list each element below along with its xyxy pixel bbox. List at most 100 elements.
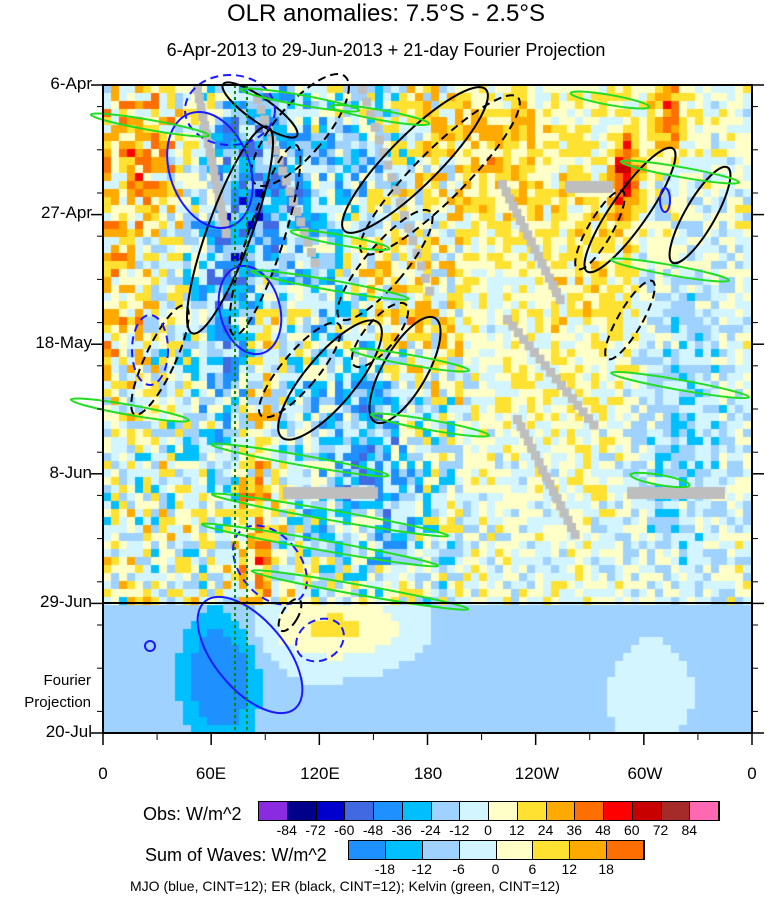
er-contour: [583, 146, 677, 274]
er-contour: [604, 279, 656, 361]
kelvin-contour: [250, 569, 470, 611]
er-contour: [250, 73, 350, 187]
colorbar-tick-label: -18: [374, 861, 395, 877]
chart-title: OLR anomalies: 7.5°S - 2.5°S: [226, 0, 545, 27]
er-contour: [336, 208, 434, 322]
colorbar-swatch: [489, 802, 518, 820]
kelvin-contour: [250, 269, 410, 301]
colorbar-tick-label: 48: [595, 822, 611, 838]
colorbar-swatch: [604, 802, 633, 820]
colorbar-swatch: [661, 802, 691, 820]
mjo-contour: [184, 74, 276, 146]
colorbar-tick-label: 12: [508, 822, 525, 838]
y-tick-label: 18-May: [35, 333, 92, 352]
er-contour: [368, 315, 442, 425]
y-tick-label: 29-Jun: [40, 592, 92, 611]
colorbar-tick-label: 72: [652, 822, 669, 838]
colorbar-swatch: [460, 802, 489, 820]
kelvin-contour: [569, 90, 651, 110]
colorbar-tick-label: 36: [566, 822, 583, 838]
x-tick-label: 60W: [627, 764, 663, 783]
er-contour: [574, 189, 626, 271]
kelvin-contour: [210, 492, 450, 538]
colorbar-tick-label: -48: [362, 822, 384, 838]
kelvin-contour: [349, 347, 471, 373]
waves-colorbar-label: Sum of Waves: W/m^2: [145, 845, 327, 865]
colorbar-tick-label: 0: [491, 861, 500, 877]
colorbar-tick-label: -36: [391, 822, 412, 838]
colorbar-swatch: [345, 802, 374, 820]
colorbar-swatch: [533, 841, 571, 859]
colorbar-swatch: [607, 841, 644, 859]
kelvin-contour: [239, 87, 361, 113]
colorbar-swatch: [546, 802, 576, 820]
projection-label-2: Projection: [24, 694, 91, 711]
x-tick-label: 180: [413, 764, 443, 783]
colorbar-tick-label: 60: [623, 822, 640, 838]
colorbar-tick-label: 84: [681, 822, 698, 838]
colorbar-tick-label: -12: [411, 861, 432, 877]
kelvin-contour: [69, 397, 191, 423]
mjo-contour: [144, 640, 156, 652]
colorbar-swatch: [316, 802, 346, 820]
x-tick-label: 60E: [195, 764, 227, 783]
colorbar-tick-label: -12: [449, 822, 470, 838]
colorbar-swatch: [422, 841, 460, 859]
kelvin-contour: [89, 112, 211, 138]
projection-label-1: Fourier: [43, 672, 91, 689]
colorbar-swatch: [431, 802, 461, 820]
kelvin-contour: [289, 229, 391, 251]
legend-note: MJO (blue, CINT=12); ER (black, CINT=12)…: [130, 878, 560, 894]
obs-colorbar: [258, 801, 720, 821]
mjo-contour: [196, 595, 304, 715]
y-tick-label: 8-Jun: [49, 463, 92, 482]
colorbar-tick-label: 6: [528, 861, 537, 877]
er-contour: [258, 321, 342, 419]
colorbar-swatch: [496, 841, 534, 859]
colorbar-swatch: [575, 802, 604, 820]
colorbar-swatch: [374, 802, 403, 820]
colorbar-swatch: [402, 802, 432, 820]
kelvin-contour: [210, 442, 390, 478]
colorbar-tick-label: 12: [561, 861, 578, 877]
er-contour: [668, 165, 732, 265]
olr-heatmap: [103, 85, 752, 733]
kelvin-contour: [369, 412, 491, 438]
colorbar-tick-label: 18: [598, 861, 614, 877]
er-contour: [341, 86, 489, 234]
mjo-contour: [659, 187, 671, 213]
kelvin-contour: [619, 159, 741, 185]
colorbar-swatch: [259, 802, 288, 820]
er-contour: [350, 301, 410, 369]
kelvin-contour: [329, 104, 431, 126]
colorbar-tick-label: -60: [334, 822, 355, 838]
x-tick-label: 0: [98, 764, 108, 783]
kelvin-contour: [610, 370, 750, 400]
colorbar-swatch: [349, 841, 386, 859]
colorbar-tick-label: 0: [484, 822, 492, 838]
er-contour: [228, 143, 302, 337]
colorbar-tick-label: 24: [537, 822, 554, 838]
colorbar-tick-label: -84: [276, 822, 297, 838]
colorbar-tick-label: -6: [452, 861, 465, 877]
er-contour: [277, 597, 303, 633]
kelvin-contour: [609, 257, 731, 283]
er-contour: [186, 125, 274, 335]
kelvin-contour: [629, 471, 691, 489]
colorbar-swatch: [690, 802, 719, 820]
er-contour: [359, 94, 521, 256]
x-tick-label: 120E: [300, 764, 340, 783]
kelvin-contour: [200, 522, 440, 568]
colorbar-tick-label: -72: [305, 822, 326, 838]
colorbar-swatch: [517, 802, 547, 820]
mjo-contour: [166, 110, 254, 230]
mjo-contour: [217, 264, 283, 356]
colorbar-swatch: [287, 802, 317, 820]
er-contour: [277, 319, 383, 441]
chart-subtitle: 6-Apr-2013 to 29-Jun-2013 + 21-day Fouri…: [166, 40, 606, 60]
obs-colorbar-label: Obs: W/m^2: [143, 804, 242, 824]
x-tick-label: 120W: [514, 764, 560, 783]
mjo-contour: [131, 314, 169, 386]
y-tick-label: 6-Apr: [50, 74, 92, 93]
